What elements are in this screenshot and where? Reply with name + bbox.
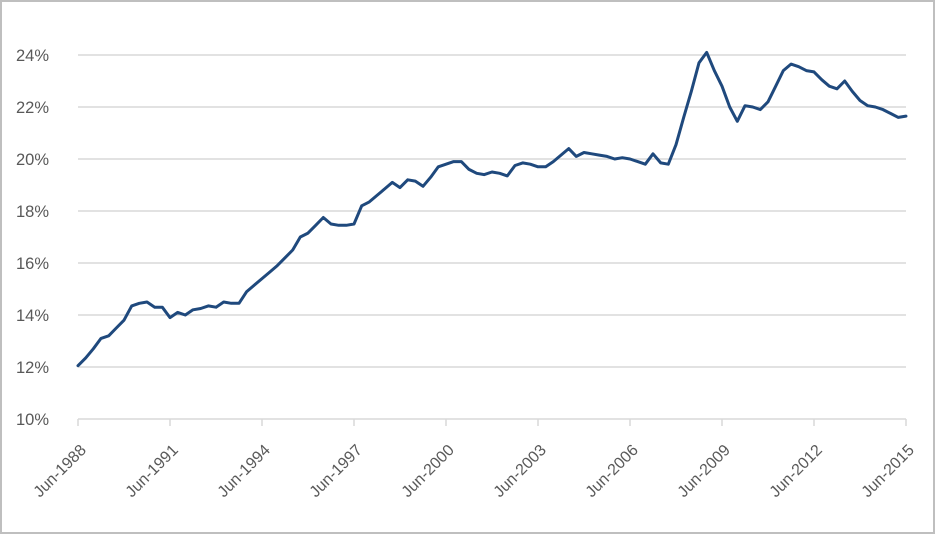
svg-text:10%: 10% (16, 411, 49, 429)
svg-text:14%: 14% (16, 307, 49, 325)
svg-text:Jun-2000: Jun-2000 (399, 442, 458, 501)
svg-text:Jun-2015: Jun-2015 (859, 442, 918, 501)
svg-text:Jun-2012: Jun-2012 (767, 442, 826, 501)
svg-text:Jun-2006: Jun-2006 (583, 442, 642, 501)
x-axis (77, 418, 907, 426)
svg-text:Jun-2003: Jun-2003 (491, 442, 550, 501)
svg-text:18%: 18% (16, 203, 49, 221)
gridlines (78, 54, 906, 368)
data-line (76, 50, 908, 368)
svg-text:22%: 22% (16, 99, 49, 117)
svg-text:Jun-1988: Jun-1988 (31, 442, 90, 501)
svg-text:12%: 12% (16, 359, 49, 377)
svg-text:Jun-1997: Jun-1997 (307, 442, 366, 501)
x-axis-labels: Jun-1988 Jun-1991 Jun-1994 Jun-1997 Jun-2000… (31, 442, 918, 501)
svg-text:Jun-1994: Jun-1994 (215, 442, 274, 501)
y-axis-labels: 10% 12% 14% 16% 18% 20% 22% 24% (16, 47, 49, 429)
svg-text:Jun-1991: Jun-1991 (123, 442, 182, 501)
svg-text:24%: 24% (16, 47, 49, 65)
svg-text:20%: 20% (16, 151, 49, 169)
svg-text:16%: 16% (16, 255, 49, 273)
svg-text:Jun-2009: Jun-2009 (675, 442, 734, 501)
